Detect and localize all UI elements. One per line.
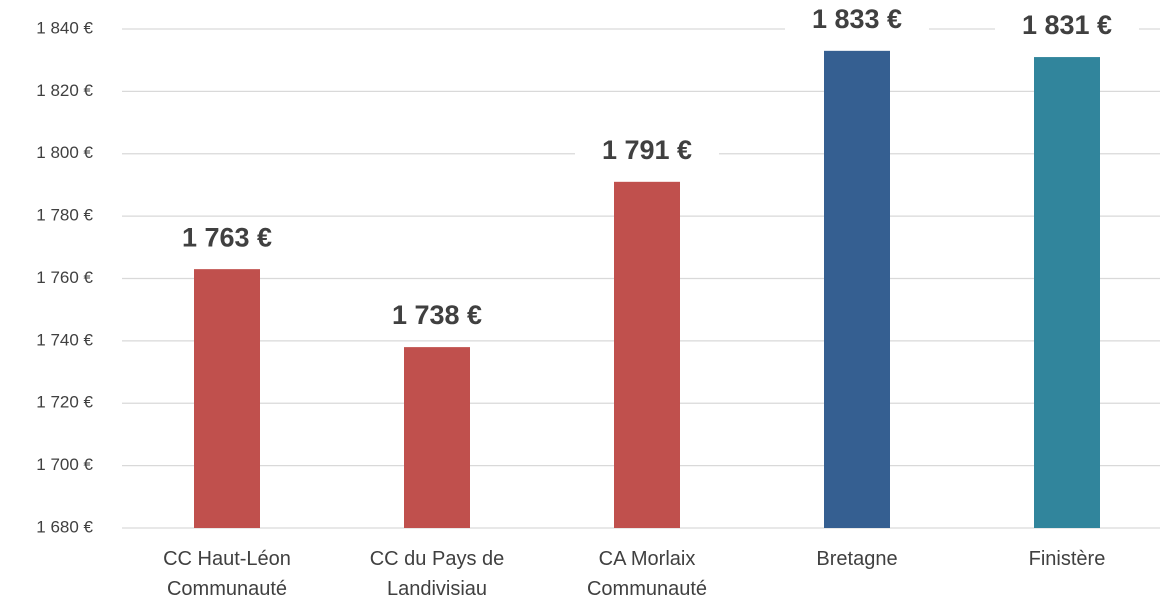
x-tick-label: Finistère: [1029, 548, 1106, 570]
bar: [404, 347, 470, 528]
data-label: 1 738 €: [392, 300, 482, 330]
bar: [614, 181, 680, 528]
y-tick-label: 1 760 €: [36, 268, 93, 287]
x-tick-label-line: CC du Pays de: [370, 548, 505, 570]
data-label-background: [995, 7, 1139, 48]
y-tick-label: 1 720 €: [36, 393, 93, 412]
x-tick-label-line: Landivisiau: [387, 578, 487, 600]
y-tick-label: 1 740 €: [36, 330, 93, 349]
x-tick-label: CC Haut-Léon Communauté: [163, 548, 291, 600]
bar: [1034, 57, 1100, 528]
data-label-background: [785, 0, 929, 41]
y-tick-label: 1 800 €: [36, 143, 93, 162]
y-tick-label: 1 680 €: [36, 517, 93, 536]
data-label-background: [155, 219, 299, 260]
data-label: 1 763 €: [182, 222, 272, 252]
x-tick-label: CC du Pays de Landivisiau: [370, 548, 505, 600]
x-tick-label: CA Morlaix Communauté: [587, 548, 707, 600]
x-tick-label: Bretagne: [816, 548, 897, 570]
bar: [194, 269, 260, 528]
y-tick-label: 1 780 €: [36, 206, 93, 225]
x-tick-label-line: Finistère: [1029, 548, 1106, 570]
x-tick-label-line: CC Haut-Léon: [163, 548, 291, 570]
x-tick-label-line: Bretagne: [816, 548, 897, 570]
bar: [824, 50, 890, 529]
x-tick-label-line: Communauté: [587, 578, 707, 600]
y-tick-label: 1 700 €: [36, 455, 93, 474]
y-tick-label: 1 840 €: [36, 18, 93, 37]
data-label: 1 831 €: [1022, 10, 1112, 40]
x-tick-label-line: CA Morlaix: [599, 548, 696, 570]
x-tick-label-line: Communauté: [167, 578, 287, 600]
data-label: 1 791 €: [602, 135, 692, 165]
data-label: 1 833 €: [812, 4, 902, 34]
data-label-background: [575, 131, 719, 172]
data-label-background: [365, 297, 509, 338]
y-tick-label: 1 820 €: [36, 81, 93, 100]
